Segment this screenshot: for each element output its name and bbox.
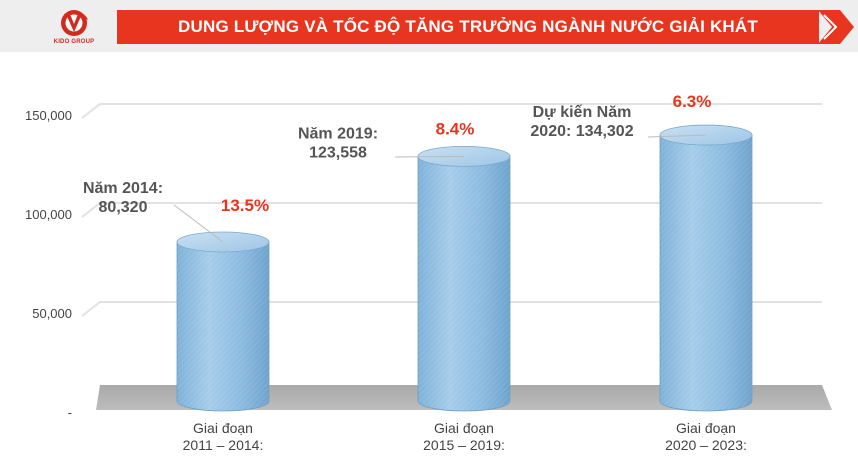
cylinder-bar bbox=[417, 145, 511, 412]
page-title: DUNG LƯỢNG VÀ TỐC ĐỘ TĂNG TRƯỞNG NGÀNH N… bbox=[178, 17, 758, 36]
leader-line bbox=[394, 155, 465, 158]
category-label: Giai đoạn 2015 – 2019: bbox=[423, 420, 505, 453]
cylinder-bar bbox=[176, 231, 270, 412]
y-tick-label: 150,000 bbox=[25, 108, 72, 123]
value-label: Dự kiến Năm 2020: 134,302 bbox=[530, 104, 633, 140]
y-tick-label: 100,000 bbox=[25, 207, 72, 222]
gridline bbox=[81, 103, 822, 119]
cylinder-bar bbox=[659, 124, 753, 412]
y-tick-label: - bbox=[68, 405, 72, 420]
chevron-right-icon bbox=[818, 10, 854, 44]
y-tick-label: 50,000 bbox=[32, 306, 72, 321]
growth-rate-label: 13.5% bbox=[221, 196, 269, 215]
logo: KIDO GROUP bbox=[44, 6, 104, 48]
gridline bbox=[81, 301, 822, 317]
kido-logo-icon bbox=[61, 10, 88, 36]
logo-text: KIDO GROUP bbox=[53, 39, 95, 45]
category-label: Giai đoạn 2011 – 2014: bbox=[183, 420, 264, 453]
value-label: Năm 2014: 80,320 bbox=[83, 180, 163, 216]
value-label: Năm 2019: 123,558 bbox=[298, 125, 378, 161]
leader-line bbox=[647, 134, 707, 138]
growth-rate-label: 6.3% bbox=[673, 92, 712, 111]
gridline bbox=[81, 202, 822, 218]
title-bar: DUNG LƯỢNG VÀ TỐC ĐỘ TĂNG TRƯỞNG NGÀNH N… bbox=[117, 10, 819, 44]
leader-line bbox=[173, 204, 224, 243]
category-label: Giai đoạn 2020 – 2023: bbox=[665, 420, 747, 453]
growth-rate-label: 8.4% bbox=[436, 119, 475, 138]
